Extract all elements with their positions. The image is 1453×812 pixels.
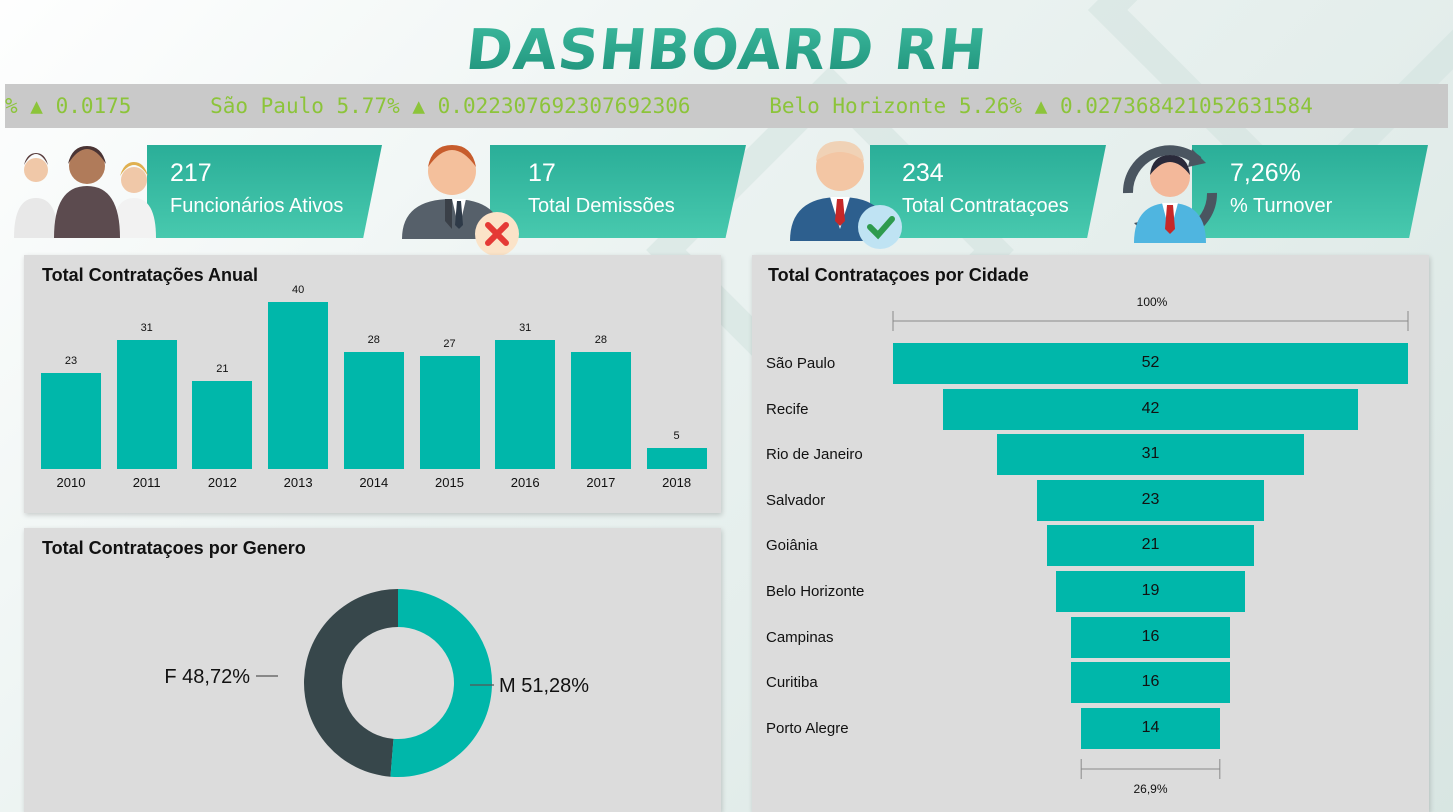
funnel-bar[interactable] bbox=[893, 343, 1408, 384]
bar-2010[interactable] bbox=[41, 372, 101, 469]
bar-data-label: 5 bbox=[673, 430, 680, 443]
bar-2012[interactable] bbox=[192, 381, 253, 469]
city-hires-panel: Total Contrataçoes por Cidade 100% São P… bbox=[752, 255, 1429, 812]
funnel-category-label: Curitiba bbox=[766, 674, 818, 692]
funnel-bar[interactable] bbox=[1071, 616, 1230, 658]
funnel-bar[interactable] bbox=[1071, 662, 1230, 704]
gender-hires-panel: Total Contrataçoes por Genero F 48,72% M… bbox=[24, 528, 721, 812]
kpi-total-dismissals: 17 Total Demissões bbox=[400, 145, 748, 256]
bar-data-label: 31 bbox=[140, 321, 153, 334]
kpi-value: 217 bbox=[170, 159, 212, 187]
dismissed-employee-icon bbox=[402, 145, 519, 256]
kpi-label: Total Demissões bbox=[528, 195, 675, 217]
x-tick-label: 2013 bbox=[283, 475, 313, 490]
kpi-band bbox=[1192, 145, 1428, 238]
bar-data-label: 31 bbox=[519, 321, 532, 334]
dashboard-title: DASHBOARD RH bbox=[0, 18, 1453, 83]
donut-slice-f[interactable] bbox=[303, 589, 398, 777]
funnel-category-label: Goiânia bbox=[766, 537, 818, 555]
kpi-label: Funcionários Ativos bbox=[170, 195, 344, 217]
bar-data-label: 27 bbox=[443, 338, 456, 351]
funnel-category-label: Belo Horizonte bbox=[766, 583, 865, 600]
kpi-value: 7,26% bbox=[1230, 159, 1301, 187]
bar-2015[interactable] bbox=[419, 356, 480, 469]
funnel-data-label: 19 bbox=[1141, 582, 1160, 599]
kpi-value: 17 bbox=[528, 159, 556, 187]
x-tick-label: 2018 bbox=[662, 475, 692, 490]
kpi-band bbox=[870, 145, 1106, 238]
kpi-label: % Turnover bbox=[1230, 195, 1333, 217]
funnel-data-label: 31 bbox=[1141, 445, 1160, 463]
kpi-turnover: 7,26% % Turnover bbox=[1112, 145, 1430, 243]
funnel-data-label: 23 bbox=[1141, 490, 1160, 508]
funnel-bar[interactable] bbox=[1056, 571, 1245, 612]
bar-2011[interactable] bbox=[116, 339, 177, 469]
x-tick-label: 2016 bbox=[510, 475, 540, 490]
kpi-value: 234 bbox=[902, 159, 944, 187]
chart-title: Total Contrataçoes por Cidade bbox=[768, 265, 1029, 285]
funnel-bar[interactable] bbox=[942, 388, 1359, 430]
kpi-band bbox=[147, 145, 382, 238]
chart-title: Total Contratações Anual bbox=[42, 265, 259, 285]
funnel-category-label: Rio de Janeiro bbox=[766, 446, 863, 464]
donut-label-m: M 51,28% bbox=[499, 675, 589, 697]
funnel-bar[interactable] bbox=[1046, 525, 1255, 567]
bar-2013[interactable] bbox=[268, 302, 329, 469]
x-tick-label: 2011 bbox=[132, 475, 161, 490]
bar-data-label: 28 bbox=[367, 334, 380, 347]
funnel-data-label: 52 bbox=[1141, 354, 1160, 371]
funnel-category-label: Recife bbox=[766, 400, 809, 418]
bar-data-label: 23 bbox=[64, 354, 78, 367]
bar-2017[interactable] bbox=[570, 352, 631, 469]
bar-2018[interactable] bbox=[646, 448, 707, 469]
funnel-data-label: 42 bbox=[1141, 399, 1160, 417]
funnel-data-label: 16 bbox=[1141, 673, 1160, 691]
bar-data-label: 40 bbox=[291, 284, 305, 296]
ticker-item: Belo Horizonte 5.26% ▲ 0.027368421052631… bbox=[769, 94, 1313, 118]
funnel-top-percent: 100% bbox=[1136, 295, 1168, 309]
funnel-bar[interactable] bbox=[1081, 707, 1220, 749]
kpi-total-hires: 234 Total Contrataçoes bbox=[786, 141, 1108, 249]
donut-slice-m[interactable] bbox=[390, 589, 492, 777]
funnel-scale-lines bbox=[892, 311, 1409, 779]
funnel-data-label: 16 bbox=[1141, 627, 1160, 645]
kpi-label: Total Contrataçoes bbox=[902, 195, 1069, 217]
ticker-bar: % ▲ 0.0175 São Paulo 5.77% ▲ 0.022307692… bbox=[5, 84, 1448, 128]
funnel-bar[interactable] bbox=[1036, 479, 1265, 521]
kpi-active-employees: 217 Funcionários Ativos bbox=[12, 145, 384, 238]
funnel-data-label: 14 bbox=[1141, 718, 1160, 736]
funnel-category-label: Porto Alegre bbox=[766, 719, 849, 737]
funnel-category-label: São Paulo bbox=[766, 355, 836, 372]
x-tick-label: 2014 bbox=[359, 475, 389, 490]
bar-data-label: 21 bbox=[216, 363, 229, 376]
bar-2016[interactable] bbox=[495, 339, 556, 469]
bar-data-label: 28 bbox=[594, 334, 608, 347]
donut-label-f: F 48,72% bbox=[164, 666, 250, 688]
funnel-bar[interactable] bbox=[996, 434, 1304, 476]
funnel-bottom-percent: 26,9% bbox=[1133, 782, 1168, 796]
ticker-item: São Paulo 5.77% ▲ 0.022307692307692306 bbox=[210, 94, 691, 118]
gender-donut-chart: F 48,72% M 51,28% bbox=[164, 589, 589, 777]
ticker-item: % ▲ 0.0175 bbox=[5, 94, 132, 118]
funnel-data-label: 21 bbox=[1141, 536, 1160, 554]
funnel-category-label: Salvador bbox=[766, 491, 826, 509]
x-tick-label: 2010 bbox=[56, 475, 86, 490]
turnover-icon bbox=[1122, 145, 1218, 243]
x-tick-label: 2017 bbox=[586, 475, 616, 490]
x-tick-label: 2015 bbox=[435, 475, 464, 490]
team-icon bbox=[14, 146, 156, 238]
kpi-band bbox=[490, 145, 746, 238]
chart-title: Total Contrataçoes por Genero bbox=[42, 538, 306, 558]
annual-hires-panel: Total Contratações Anual 23 2010 31 2011 21 2… bbox=[24, 255, 721, 513]
bar-2014[interactable] bbox=[343, 352, 404, 469]
hired-employee-icon bbox=[790, 141, 902, 249]
x-tick-label: 2012 bbox=[207, 475, 237, 490]
funnel-category-label: Campinas bbox=[766, 628, 834, 646]
